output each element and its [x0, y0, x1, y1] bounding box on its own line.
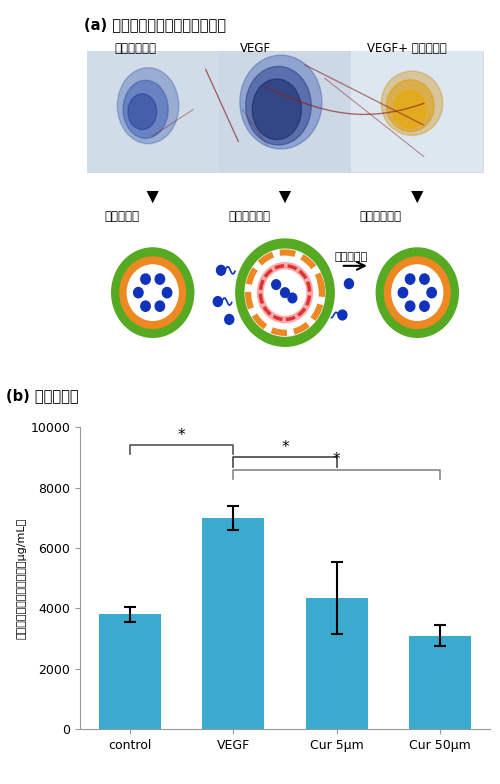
- Circle shape: [376, 248, 458, 337]
- Bar: [409, 636, 472, 729]
- Circle shape: [272, 280, 280, 289]
- Circle shape: [236, 239, 334, 347]
- Circle shape: [134, 288, 143, 298]
- Bar: [219, 52, 351, 172]
- Bar: [86, 52, 484, 172]
- Text: 正常な血管: 正常な血管: [104, 210, 140, 223]
- Circle shape: [141, 301, 150, 311]
- Circle shape: [264, 270, 306, 315]
- Ellipse shape: [118, 67, 179, 143]
- Circle shape: [406, 301, 415, 311]
- Text: *: *: [281, 440, 289, 455]
- Bar: [98, 615, 161, 729]
- Text: *: *: [178, 428, 186, 443]
- Text: VEGF: VEGF: [240, 42, 271, 56]
- Circle shape: [420, 301, 429, 311]
- Circle shape: [288, 293, 297, 303]
- Circle shape: [344, 279, 354, 289]
- Text: (a) 血管から漏出した色素の様子: (a) 血管から漏出した色素の様子: [84, 17, 226, 32]
- Y-axis label: 血管から漏出した色素量（μg/mL）: 血管から漏出した色素量（μg/mL）: [16, 517, 26, 639]
- Ellipse shape: [393, 90, 426, 128]
- Circle shape: [120, 257, 186, 328]
- Ellipse shape: [123, 80, 168, 138]
- Bar: [306, 598, 368, 729]
- Ellipse shape: [252, 79, 302, 140]
- Bar: [202, 518, 264, 729]
- Text: *: *: [333, 452, 340, 467]
- Text: VEGF+ クルクミン: VEGF+ クルクミン: [367, 42, 447, 56]
- Circle shape: [155, 274, 164, 285]
- Circle shape: [128, 265, 178, 321]
- Text: クルクミン: クルクミン: [334, 252, 368, 263]
- Circle shape: [427, 288, 436, 298]
- Text: 血管の安定化: 血管の安定化: [360, 210, 402, 223]
- Ellipse shape: [240, 55, 322, 149]
- Circle shape: [112, 248, 194, 337]
- Circle shape: [162, 288, 172, 298]
- Ellipse shape: [246, 67, 311, 145]
- Text: 不安定な血管: 不安定な血管: [228, 210, 270, 223]
- Circle shape: [245, 249, 325, 336]
- Ellipse shape: [386, 80, 434, 132]
- Bar: [351, 52, 484, 172]
- Circle shape: [406, 274, 415, 285]
- Ellipse shape: [382, 71, 443, 136]
- Circle shape: [280, 288, 289, 297]
- Circle shape: [155, 301, 164, 311]
- Circle shape: [141, 274, 150, 285]
- Circle shape: [398, 288, 407, 298]
- Text: (b) 血管透過性: (b) 血管透過性: [6, 388, 79, 403]
- Circle shape: [384, 257, 450, 328]
- Circle shape: [224, 314, 234, 325]
- Circle shape: [338, 310, 347, 320]
- Bar: [86, 52, 219, 172]
- Text: コントロール: コントロール: [114, 42, 156, 56]
- Circle shape: [258, 263, 312, 323]
- Ellipse shape: [128, 94, 156, 129]
- Circle shape: [213, 296, 222, 307]
- Circle shape: [392, 265, 442, 321]
- Circle shape: [420, 274, 429, 285]
- Circle shape: [216, 266, 226, 275]
